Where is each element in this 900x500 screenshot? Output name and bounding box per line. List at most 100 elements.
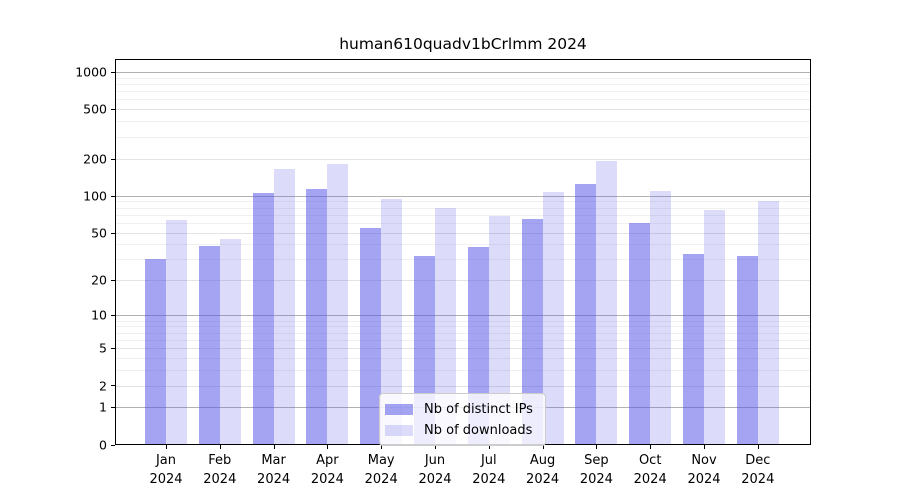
gridline-70 [116,214,810,216]
gridline-200 [116,158,810,160]
gridline-5 [116,348,810,350]
x-tick-label-sep: Sep 2024 [579,453,613,487]
x-tick-nov [704,445,705,449]
gridline-600 [116,99,810,101]
legend-swatch-distinct-ips-icon [385,403,413,415]
gridline-30 [116,259,810,261]
x-tick-label-aug: Aug 2024 [526,453,560,487]
bar-ips-mar [252,192,274,444]
x-tick-label-jun: Jun 2024 [418,453,452,487]
y-tick-label-1000: 1000 [75,64,107,80]
y-tick-2 [111,385,115,386]
bar-ips-aug [521,218,543,444]
x-tick-jan [166,445,167,449]
bar-ips-jan [145,259,166,444]
legend: Nb of distinct IPs Nb of downloads [379,393,546,446]
y-tick-label-10: 10 [91,307,107,323]
x-tick-apr [327,445,328,449]
x-tick-oct [650,445,651,449]
chart-title: human610quadv1bCrlmm 2024 [339,35,587,53]
y-tick-label-100: 100 [83,188,107,204]
bar-downloads-aug [542,192,564,444]
y-tick-1 [111,407,115,408]
x-tick-label-apr: Apr 2024 [310,453,344,487]
bar-ips-may [360,227,382,444]
gridline-300 [116,136,810,138]
y-tick-label-0: 0 [99,437,107,453]
bar-ips-dec [736,256,758,444]
y-tick-10 [111,315,115,316]
x-tick-label-oct: Oct 2024 [633,453,667,487]
y-tick-label-2: 2 [99,378,107,393]
legend-label-downloads: Nb of downloads [424,422,533,438]
legend-item-distinct-ips: Nb of distinct IPs [385,400,533,418]
x-tick-label-jul: Jul 2024 [472,453,506,487]
gridline-4 [116,357,810,359]
bar-ips-sep [575,184,597,444]
legend-item-downloads: Nb of downloads [385,421,533,439]
gridline-400 [116,121,810,123]
bar-ips-oct [629,222,651,444]
bar-downloads-dec [757,201,779,444]
y-tick-label-20: 20 [91,272,107,288]
legend-label-distinct-ips: Nb of distinct IPs [424,401,533,417]
gridline-90 [116,201,810,203]
y-tick-100 [111,196,115,197]
gridline-2 [116,385,810,387]
gridline-40 [116,244,810,246]
gridline-7 [116,332,810,334]
gridline-100 [116,195,810,197]
x-tick-mar [274,445,275,449]
plot-area [115,59,811,445]
gridline-8 [116,326,810,328]
gridline-700 [116,91,810,93]
x-tick-aug [543,445,544,449]
bar-downloads-may [381,199,403,444]
bar-ips-nov [683,254,704,444]
x-tick-label-feb: Feb 2024 [203,453,237,487]
bar-downloads-mar [273,169,295,444]
x-tick-jul [489,445,490,449]
bar-downloads-oct [650,191,672,444]
x-tick-label-mar: Mar 2024 [257,453,291,487]
gridline-10 [116,315,810,317]
legend-swatch-downloads-icon [385,424,413,436]
gridline-1000 [116,71,810,73]
y-tick-label-1: 1 [99,399,107,415]
bar-ips-feb [198,245,220,444]
gridline-800 [116,83,810,85]
gridline-900 [116,77,810,79]
x-tick-sep [596,445,597,449]
x-tick-dec [758,445,759,449]
y-tick-50 [111,233,115,234]
gridline-3 [116,370,810,371]
gridline-60 [116,222,810,224]
y-tick-label-50: 50 [91,225,107,240]
bar-downloads-nov [704,209,725,444]
y-tick-1000 [111,72,115,73]
y-tick-200 [111,159,115,160]
y-tick-0 [111,445,115,446]
bar-downloads-jul [488,216,510,444]
x-tick-label-may: May 2024 [364,453,398,487]
x-tick-label-jan: Jan 2024 [149,453,183,487]
y-tick-5 [111,348,115,349]
gridline-50 [116,232,810,234]
bar-ips-apr [306,188,328,444]
y-tick-20 [111,280,115,281]
gridline-500 [116,109,810,111]
gridline-6 [116,339,810,341]
y-tick-label-5: 5 [99,340,107,356]
y-tick-label-200: 200 [83,151,107,166]
bar-downloads-feb [219,239,241,444]
gridline-9 [116,320,810,322]
bar-downloads-jan [166,220,187,444]
bar-downloads-sep [596,161,618,444]
x-tick-feb [220,445,221,449]
y-tick-label-500: 500 [83,101,107,117]
x-tick-may [381,445,382,449]
bar-downloads-apr [327,163,349,444]
y-tick-500 [111,109,115,110]
x-tick-label-nov: Nov 2024 [687,453,721,487]
